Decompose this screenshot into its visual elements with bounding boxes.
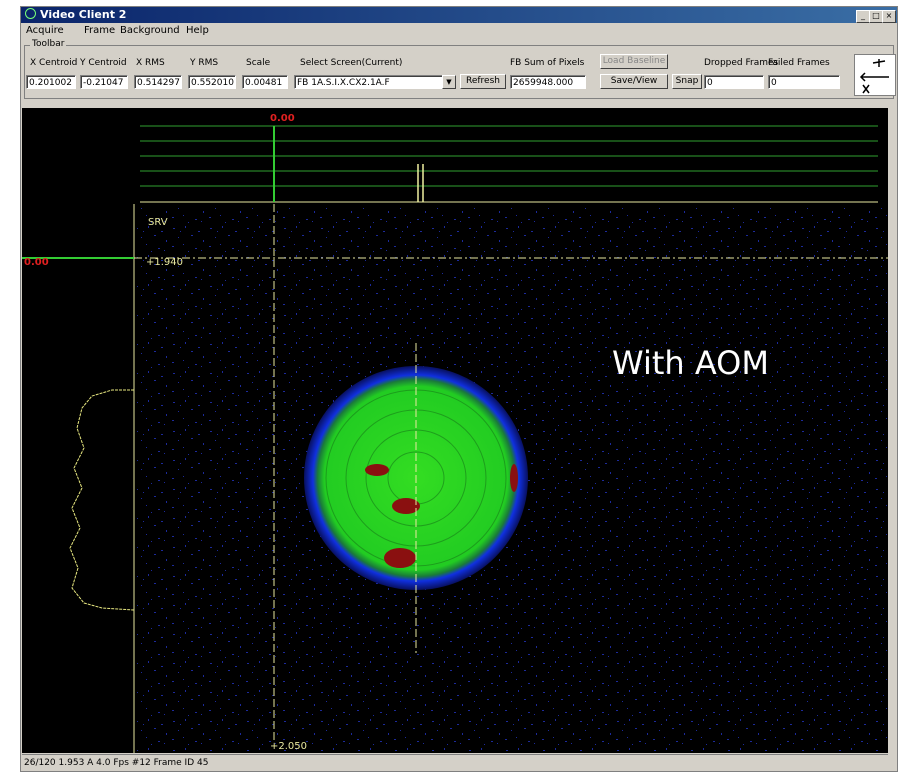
cursor-icon[interactable] — [854, 54, 896, 96]
menu-item[interactable]: Acquire — [26, 25, 64, 36]
dropdown-arrow[interactable]: ▼ — [442, 75, 456, 89]
value-field: 0.552010 — [188, 75, 236, 89]
menu-item[interactable]: Help — [186, 25, 209, 36]
load-baseline-button[interactable]: Load Baseline — [600, 54, 668, 69]
annotation: With AOM — [612, 344, 769, 382]
field-label: X Centroid — [30, 58, 77, 68]
failed-field: 0 — [768, 75, 840, 89]
window-title: Video Client 2 — [40, 8, 126, 21]
maximize-button[interactable]: □ — [869, 10, 883, 23]
screen-label: SRV — [148, 217, 168, 228]
field-label: Y Centroid — [80, 58, 127, 68]
field-label: Failed Frames — [768, 58, 830, 68]
field-label: Y RMS — [190, 58, 218, 68]
value-field: 0.201002 — [26, 75, 76, 89]
field-label: FB Sum of Pixels — [510, 58, 584, 68]
value-field: 0.00481 — [242, 75, 288, 89]
title-bar: Video Client 2 — [21, 7, 897, 23]
top-marker-label: 0.00 — [270, 113, 295, 124]
minimize-button[interactable]: _ — [856, 10, 870, 23]
close-button[interactable]: × — [882, 10, 896, 23]
screen-select[interactable]: FB 1A.S.I.X.CX2.1A.F — [294, 75, 456, 89]
field-label: X RMS — [136, 58, 165, 68]
beam-display: 0.00 0.00 SRV +1.940 +2.050 With AOM — [22, 108, 888, 753]
refresh-button[interactable]: Refresh — [460, 74, 506, 89]
dropped-field: 0 — [704, 75, 764, 89]
sum-field: 2659948.000 — [510, 75, 586, 89]
field-label: Scale — [246, 58, 270, 68]
value-field: 0.514297 — [134, 75, 182, 89]
value-field: -0.21047 — [80, 75, 128, 89]
y-bottom-label: +2.050 — [270, 741, 307, 752]
y-top-label: +1.940 — [146, 257, 183, 268]
menu-item[interactable]: Background — [120, 25, 180, 36]
status-bar: 26/120 1.953 A 4.0 Fps #12 Frame ID 45 — [22, 754, 888, 770]
menu-item[interactable]: Frame — [84, 25, 115, 36]
left-marker-label: 0.00 — [24, 257, 49, 268]
app-icon — [25, 8, 36, 19]
save-view-button[interactable]: Save/View — [600, 74, 668, 89]
toolbar-group — [24, 45, 894, 99]
group-label: Toolbar — [30, 39, 66, 49]
field-label: Select Screen(Current) — [300, 58, 402, 68]
snap-button[interactable]: Snap — [672, 74, 702, 89]
icon — [855, 55, 895, 95]
page: {"window": {"title": "Video Client 2"}, … — [0, 0, 912, 778]
